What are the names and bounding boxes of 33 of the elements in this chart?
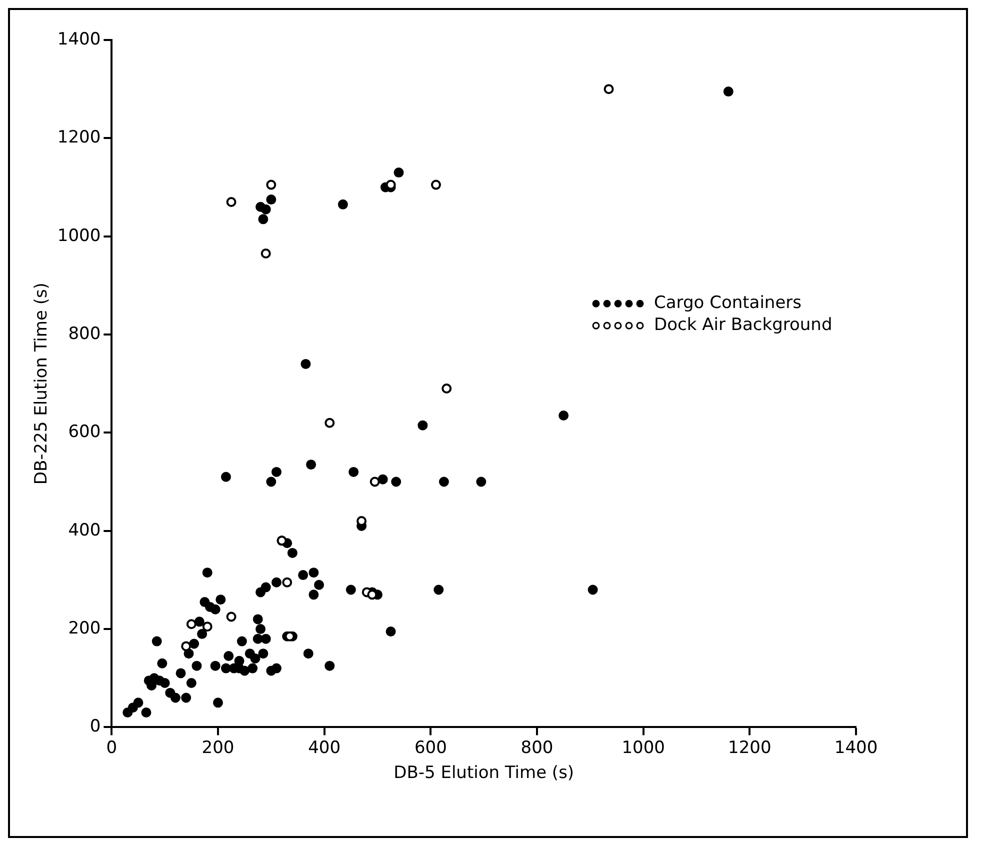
point — [324, 418, 335, 428]
point — [226, 196, 236, 207]
point — [282, 577, 292, 588]
y-tick-label: 600 — [68, 422, 101, 442]
x-tick-label: 1000 — [622, 738, 665, 758]
x-tick-label: 0 — [106, 738, 118, 758]
point — [186, 619, 196, 630]
point — [430, 180, 441, 190]
x-tick-label: 400 — [308, 738, 341, 758]
point — [442, 384, 452, 394]
x-tick-label: 1200 — [728, 738, 772, 758]
y-tick-label: 800 — [68, 324, 101, 344]
point — [226, 612, 236, 622]
point — [181, 641, 192, 652]
y-tick-label: 1000 — [57, 226, 101, 246]
point — [266, 180, 276, 190]
y-tick-label: 0 — [90, 716, 101, 737]
y-tick-label: 200 — [68, 618, 101, 638]
point — [370, 476, 380, 487]
point — [260, 248, 271, 259]
legend-label: Dock Air Background — [654, 315, 832, 336]
point — [604, 84, 614, 94]
x-tick-label: 200 — [202, 738, 234, 758]
x-axis-title: DB-5 Elution Time (s) — [394, 763, 574, 784]
y-axis-title: DB-225 Elution Time (s) — [32, 282, 52, 485]
point — [202, 622, 212, 632]
y-tick-label: 400 — [68, 520, 101, 540]
x-tick-label: 600 — [414, 738, 447, 758]
legend-label: Cargo Containers — [654, 293, 802, 314]
x-tick-label: 1400 — [834, 738, 878, 758]
x-tick-label: 800 — [520, 738, 554, 758]
y-tick-label: 1200 — [57, 128, 101, 148]
y-tick-label: 1400 — [57, 29, 101, 50]
